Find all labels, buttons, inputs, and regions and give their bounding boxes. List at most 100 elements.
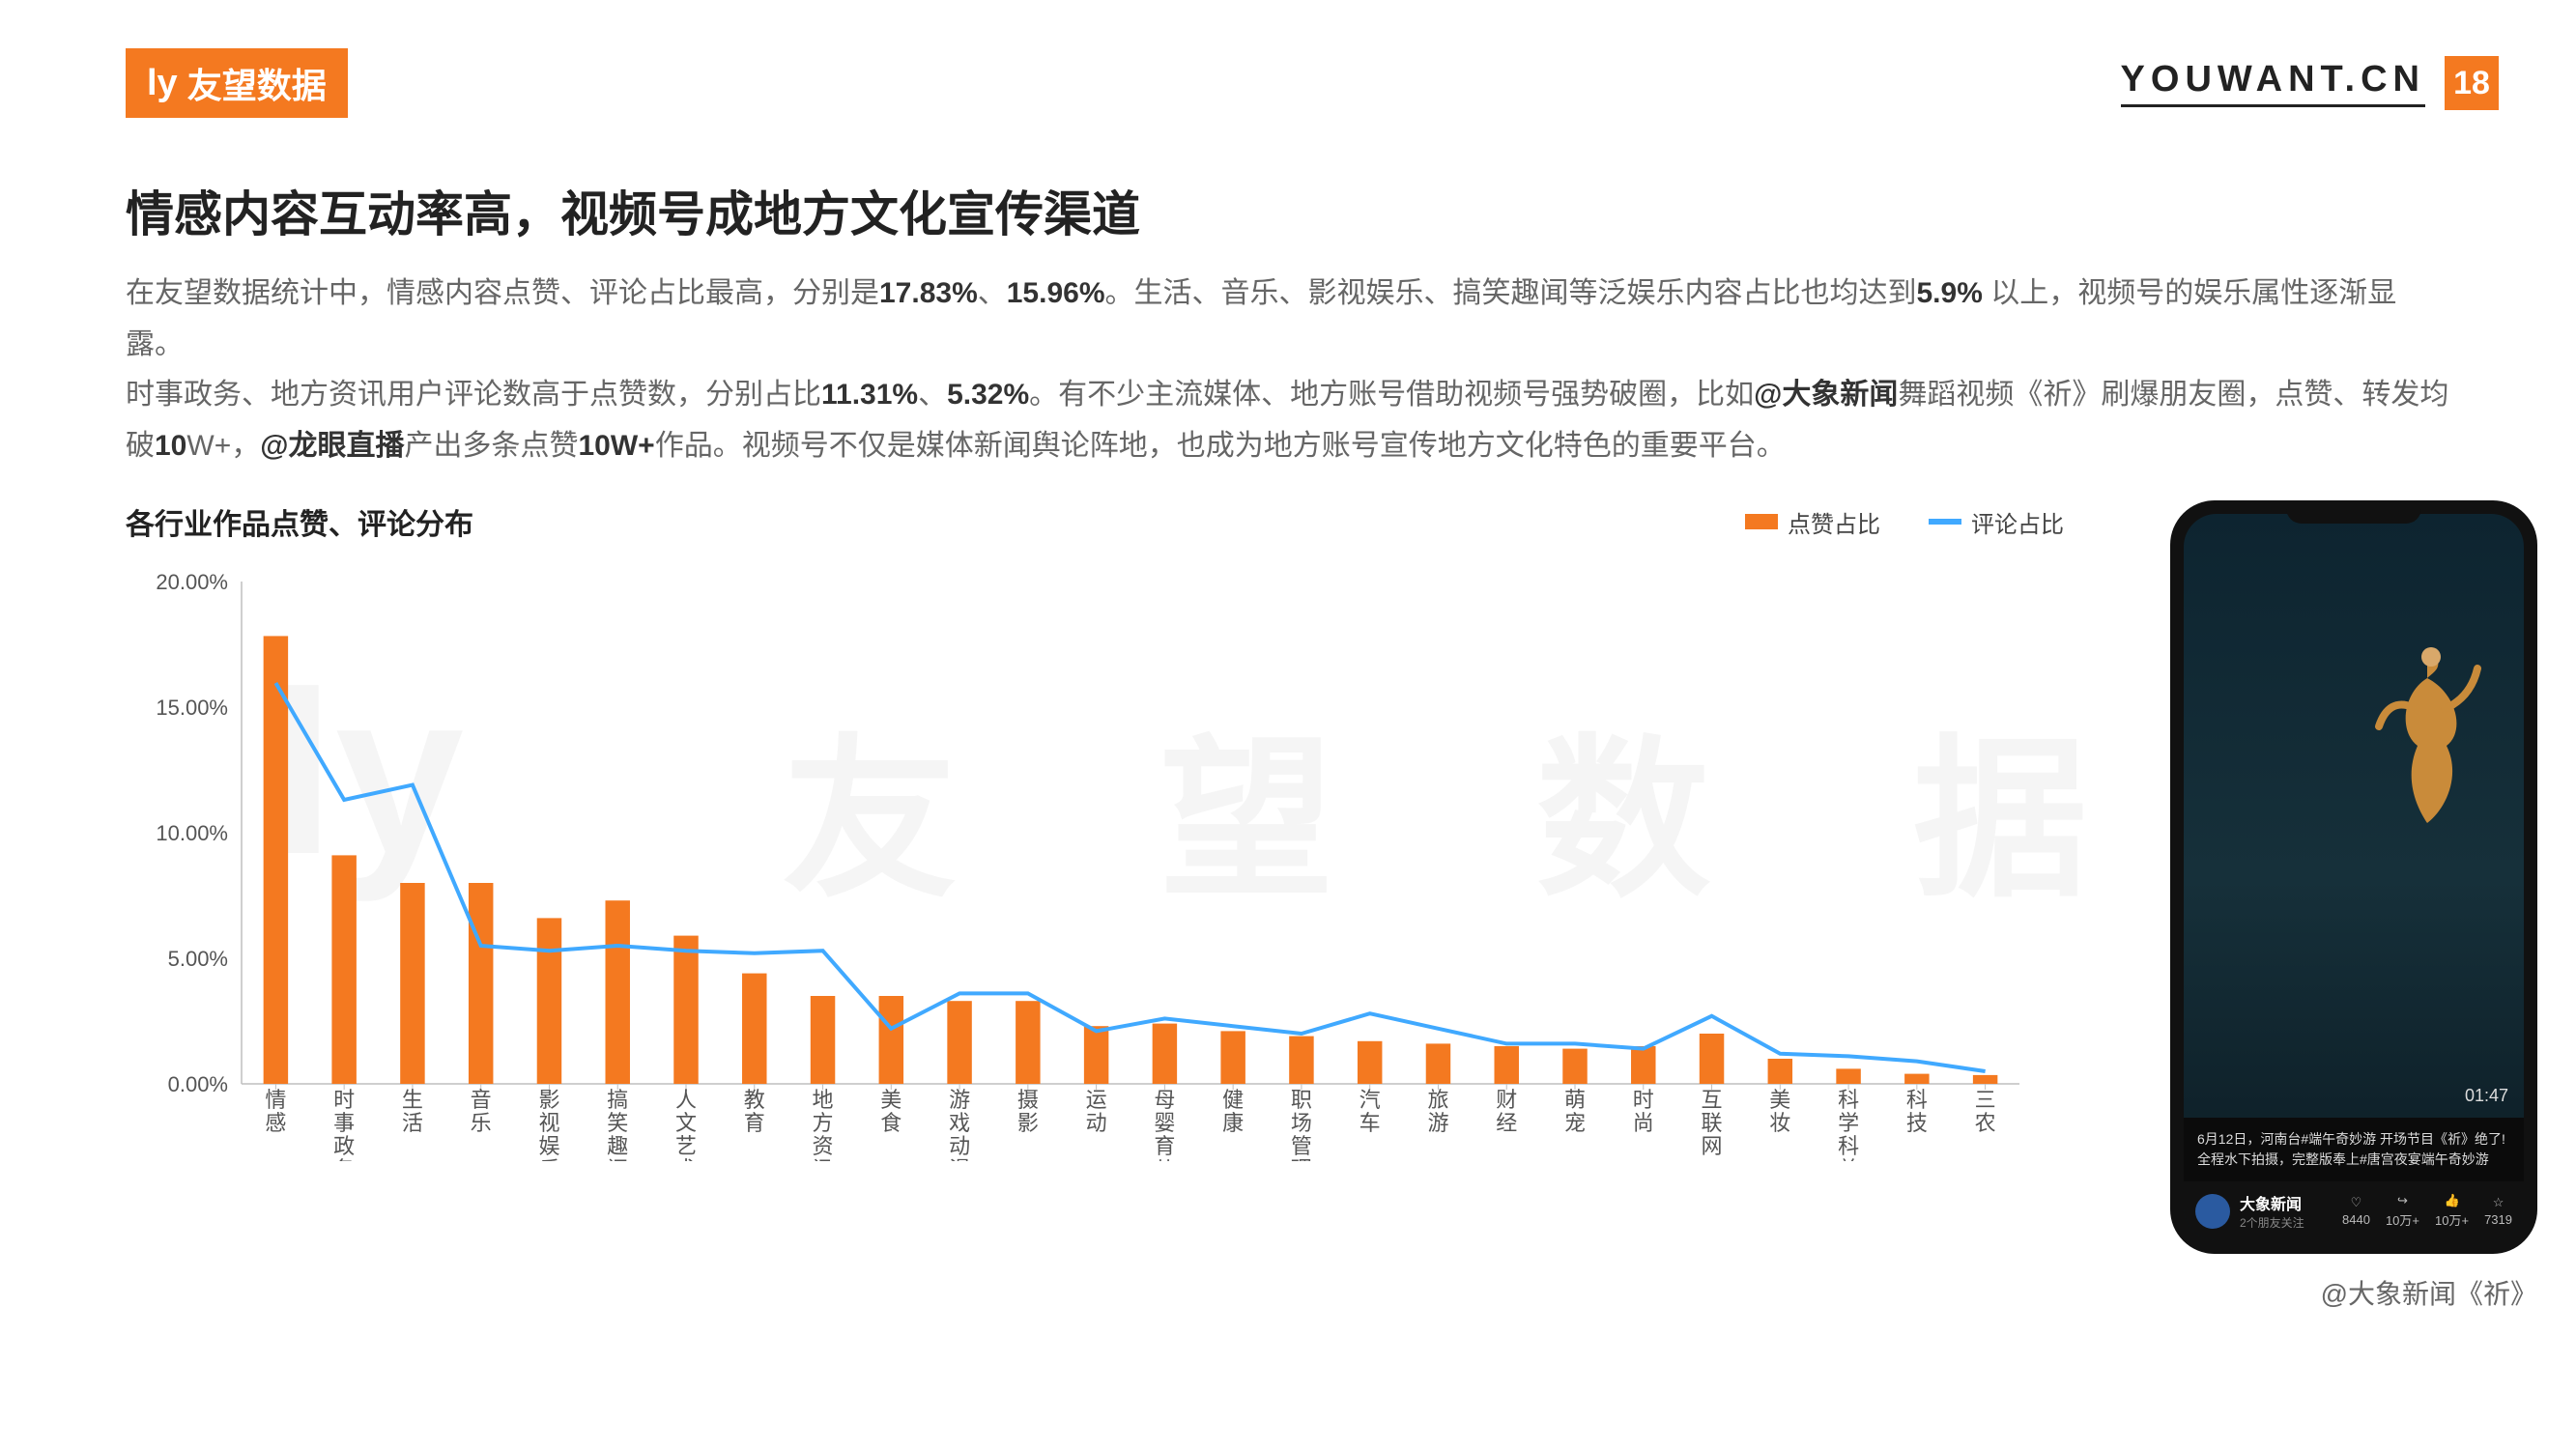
star-icon: ☆ [2493,1195,2504,1210]
svg-text:乐: 乐 [471,1111,492,1135]
phone-credit: @大象新闻《祈》 [2170,1273,2537,1312]
svg-text:普: 普 [1838,1157,1859,1161]
svg-text:地: 地 [813,1088,834,1112]
svg-text:讯: 讯 [813,1157,834,1161]
svg-text:游: 游 [1427,1111,1448,1135]
svg-text:经: 经 [1496,1111,1517,1135]
svg-text:母: 母 [1154,1088,1175,1112]
comment-stat: ↪10万+ [2386,1193,2419,1229]
video-time: 01:47 [2465,1086,2508,1106]
body-paragraph: 在友望数据统计中，情感内容点赞、评论占比最高，分别是17.83%、15.96%。… [0,269,2576,500]
svg-text:科: 科 [1906,1088,1928,1112]
bar [1494,1046,1518,1084]
legend-bar: 点赞占比 [1745,505,1880,539]
svg-text:学: 学 [1838,1111,1859,1135]
svg-text:10.00%: 10.00% [156,821,228,845]
bar [1358,1041,1382,1084]
chart-canvas: ly 友 望 数 据 0.00%5.00%10.00%15.00%20.00%情… [126,562,2058,1161]
svg-text:农: 农 [1975,1111,1996,1135]
bar [1153,1024,1177,1084]
phone-frame: 01:47 6月12日，河南台#端午奇妙游 开场节目《祈》绝了! 全程水下拍摄，… [2170,500,2537,1254]
phone-mockup: 01:47 6月12日，河南台#端午奇妙游 开场节目《祈》绝了! 全程水下拍摄，… [2170,500,2537,1312]
svg-text:搞: 搞 [607,1088,628,1112]
page-number: 18 [2445,56,2499,110]
svg-text:运: 运 [1086,1088,1107,1112]
svg-text:教: 教 [744,1088,765,1112]
svg-text:职: 职 [1291,1088,1312,1112]
video-meta-bar: 大象新闻 2个朋友关注 ♡8440 ↪10万+ 👍10万+ ☆7319 [2184,1181,2524,1240]
svg-text:资: 资 [813,1134,834,1158]
like-stat: ♡8440 [2342,1195,2370,1227]
bar [1768,1059,1792,1084]
svg-text:场: 场 [1291,1111,1312,1135]
video-area: 01:47 [2184,514,2524,1118]
avatar [2195,1194,2230,1229]
svg-text:食: 食 [880,1111,902,1135]
svg-text:宠: 宠 [1564,1111,1586,1135]
svg-text:科: 科 [1838,1134,1859,1158]
bar [879,996,903,1084]
bar [1562,1049,1587,1084]
bar [1904,1074,1929,1084]
svg-text:文: 文 [675,1111,697,1135]
legend-bar-label: 点赞占比 [1788,505,1880,539]
svg-text:趣: 趣 [607,1134,628,1158]
phone-screen: 01:47 6月12日，河南台#端午奇妙游 开场节目《祈》绝了! 全程水下拍摄，… [2184,514,2524,1240]
svg-text:摄: 摄 [1017,1088,1039,1112]
svg-text:时: 时 [333,1088,355,1112]
bar [1016,1001,1040,1084]
svg-text:0.00%: 0.00% [168,1072,228,1096]
svg-text:游: 游 [949,1088,970,1112]
svg-text:财: 财 [1496,1088,1517,1112]
bar [537,918,561,1084]
bar [1426,1043,1450,1084]
svg-text:艺: 艺 [675,1134,697,1158]
svg-text:务: 务 [333,1157,355,1161]
svg-text:车: 车 [1360,1111,1381,1135]
brand-logo: ly 友望数据 [126,48,348,118]
bar [605,900,629,1084]
dancer-figure-icon [2369,639,2485,833]
svg-text:康: 康 [1222,1111,1244,1135]
svg-text:术: 术 [675,1157,697,1161]
bar [1084,1026,1108,1084]
fav-stat: ☆7319 [2484,1195,2512,1227]
account-name: 大象新闻 [2240,1191,2304,1214]
svg-text:20.00%: 20.00% [156,570,228,594]
bar [1289,1037,1313,1084]
svg-text:情: 情 [265,1088,286,1112]
bar [1631,1046,1655,1084]
svg-text:妆: 妆 [1769,1111,1790,1135]
svg-text:音: 音 [471,1088,492,1112]
svg-text:15.00%: 15.00% [156,696,228,720]
bar [811,996,835,1084]
svg-text:网: 网 [1702,1134,1723,1158]
page-header: ly 友望数据 YOUWANT.CN 18 [0,0,2576,147]
svg-text:技: 技 [1906,1111,1928,1135]
svg-text:人: 人 [675,1088,697,1112]
bar [264,636,288,1084]
bar [1220,1031,1245,1084]
bar [1700,1034,1724,1084]
domain-label: YOUWANT.CN [2121,59,2425,107]
svg-text:理: 理 [1291,1157,1312,1161]
brand-mark: ly [147,63,178,104]
trend-line [275,683,1985,1071]
header-right: YOUWANT.CN 18 [2121,56,2499,110]
svg-text:活: 活 [402,1111,423,1135]
svg-text:5.00%: 5.00% [168,947,228,971]
thumb-icon: 👍 [2444,1193,2459,1208]
brand-text: 友望数据 [187,58,327,108]
swatch-line [1929,519,1961,525]
chart-svg: 0.00%5.00%10.00%15.00%20.00%情感时事政务生活音乐影视… [126,562,2058,1161]
svg-text:乐: 乐 [538,1157,559,1161]
svg-text:育: 育 [1154,1134,1175,1158]
bar [1836,1068,1860,1084]
svg-text:美: 美 [1769,1088,1790,1112]
svg-text:影: 影 [1017,1111,1039,1135]
swatch-bar [1745,514,1778,529]
svg-text:视: 视 [538,1111,559,1135]
svg-text:三: 三 [1975,1088,1996,1112]
svg-text:方: 方 [813,1111,834,1135]
svg-text:笑: 笑 [607,1111,628,1135]
